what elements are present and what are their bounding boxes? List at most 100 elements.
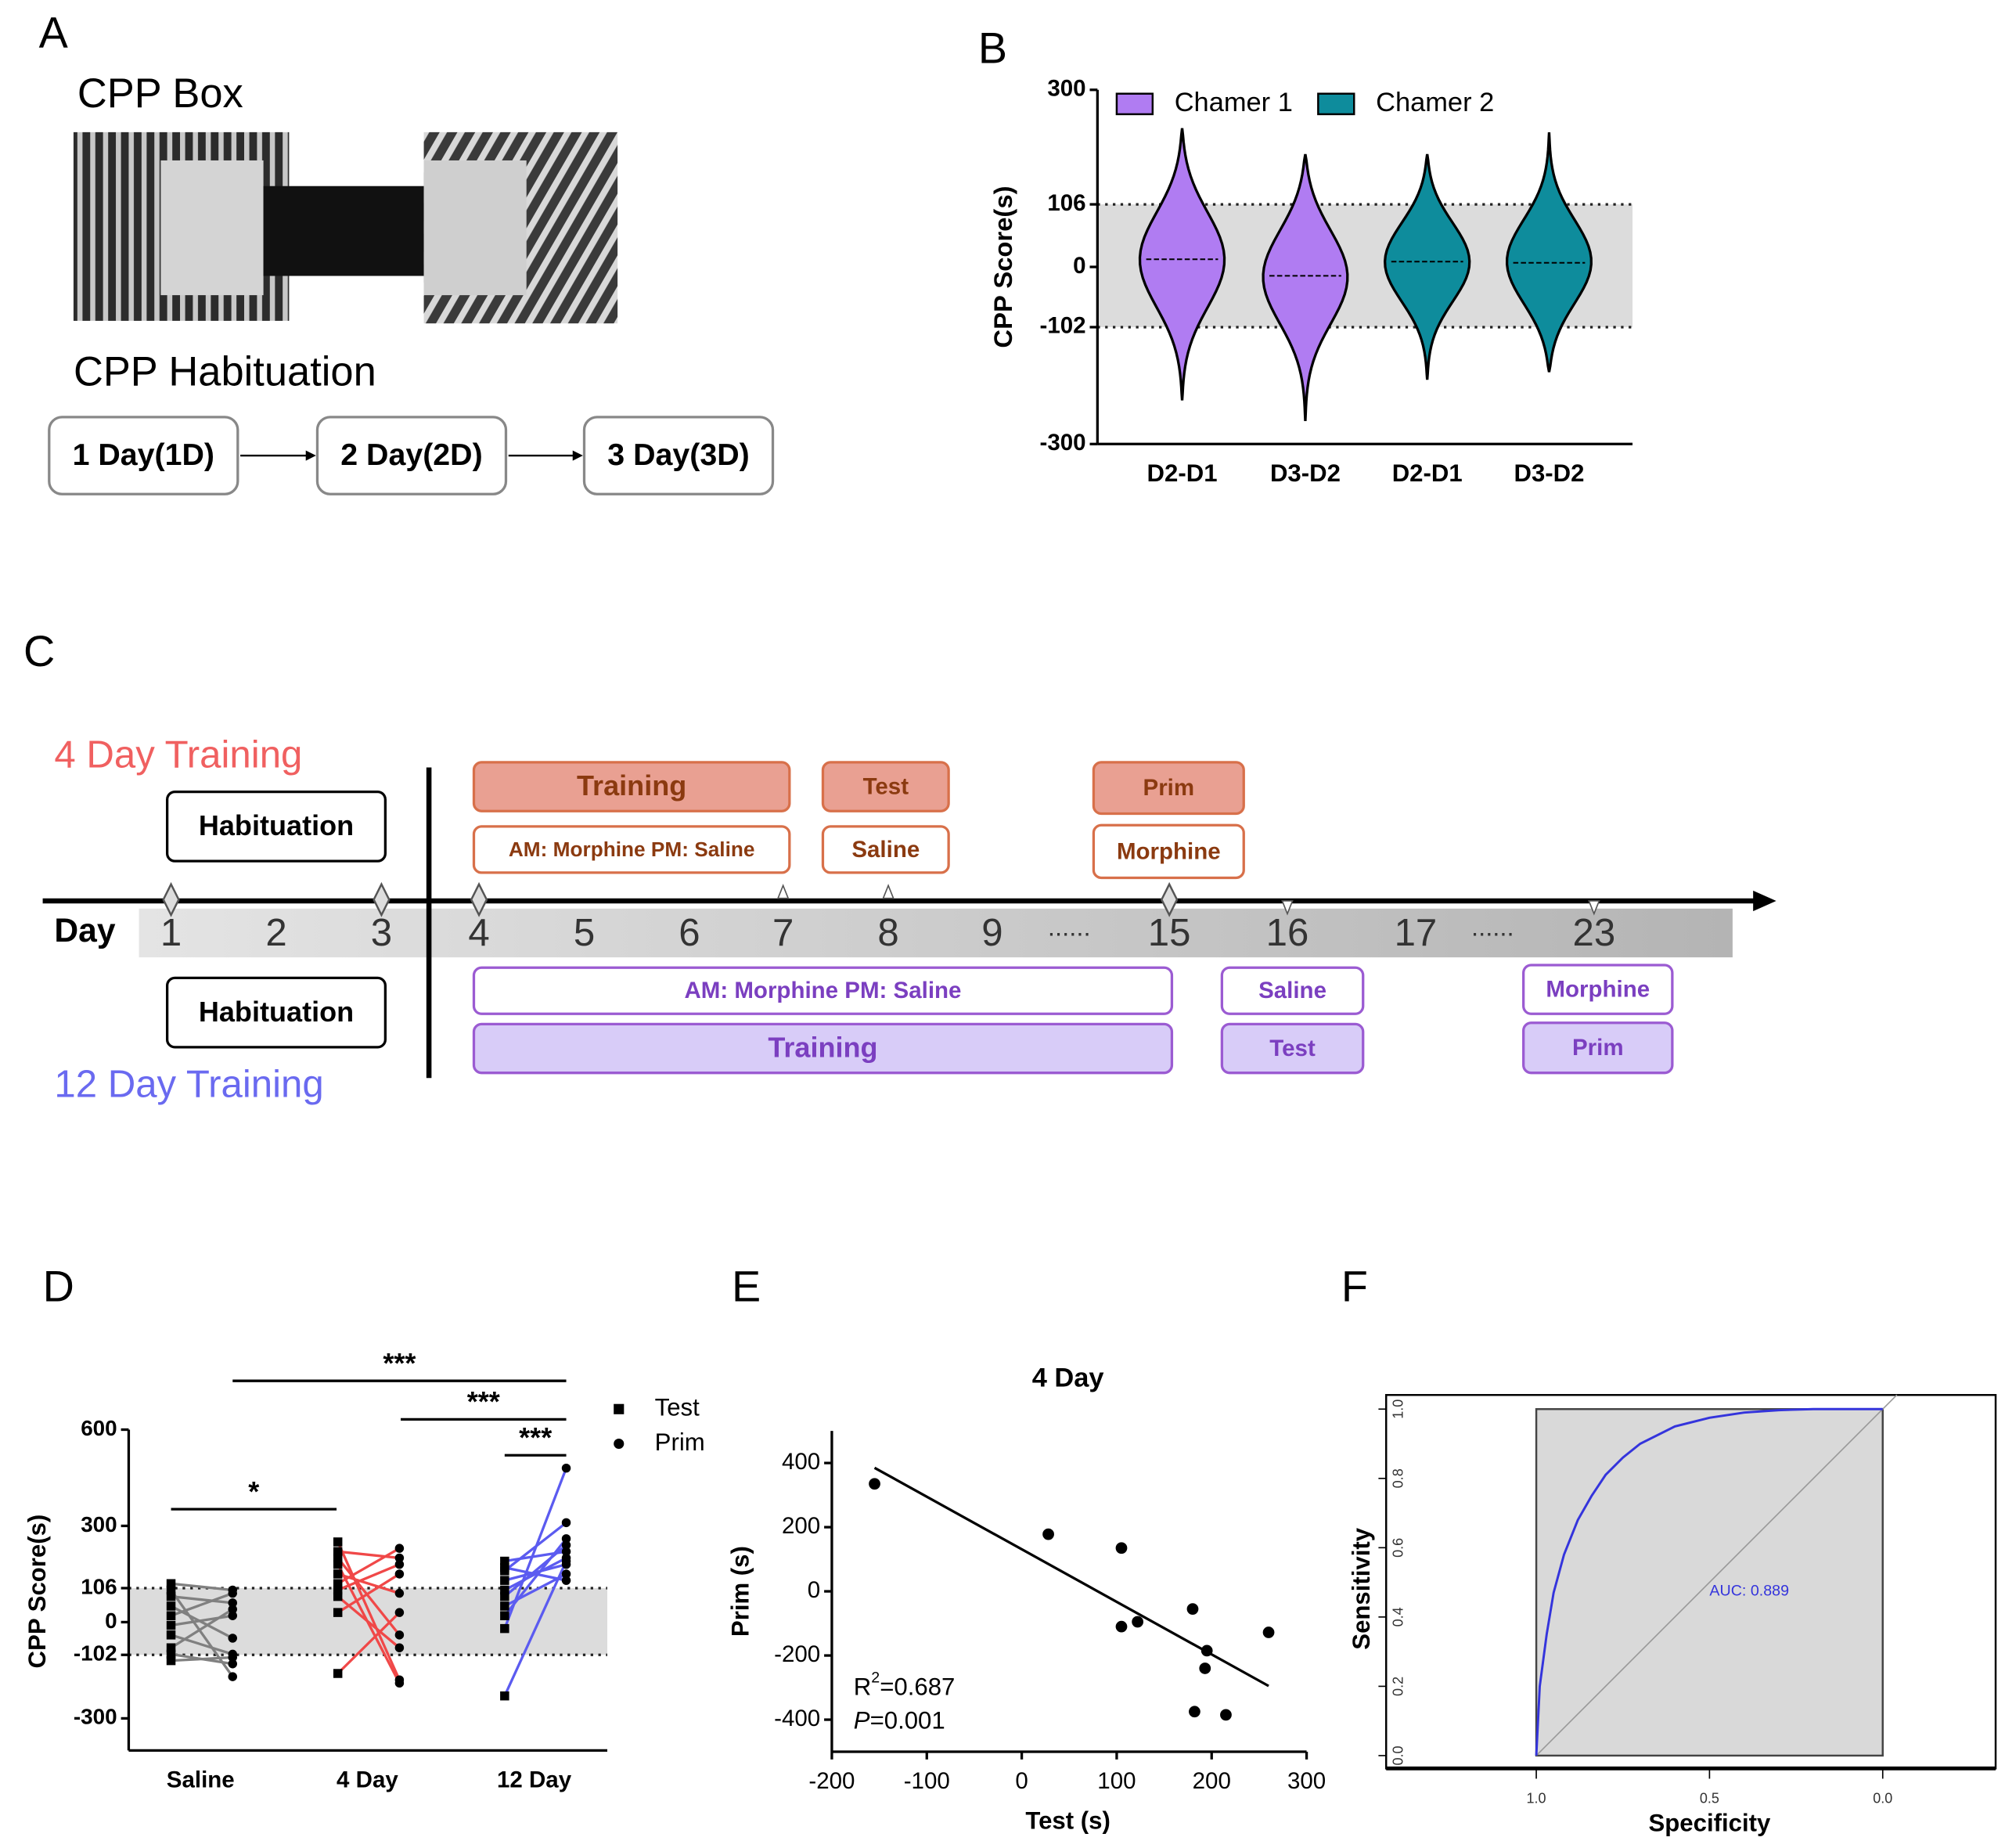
marker-triangle	[1281, 900, 1294, 916]
y-tick-label: 0.0	[1390, 1745, 1406, 1765]
y-tick-label: 0	[105, 1608, 117, 1633]
significance-label: ***	[519, 1421, 552, 1454]
point	[1262, 1626, 1275, 1638]
marker-triangle	[882, 884, 895, 899]
test-point	[333, 1669, 343, 1678]
prim-point	[228, 1598, 237, 1608]
protocol-label: Prim	[1143, 775, 1195, 801]
point	[1042, 1528, 1054, 1540]
point	[1186, 1603, 1199, 1616]
marker-triangle	[776, 884, 790, 899]
day-label: 16	[1266, 911, 1309, 954]
prim-point	[394, 1630, 405, 1640]
p-part: P	[854, 1707, 870, 1735]
violin	[1138, 128, 1226, 401]
r2-part: 2	[871, 1670, 880, 1687]
prim-point	[394, 1544, 405, 1553]
x-tick-label: 100	[1097, 1768, 1136, 1794]
protocol-box	[821, 761, 950, 812]
test-point	[166, 1591, 176, 1601]
panel-label: A	[39, 9, 69, 57]
y-tick-label: 600	[81, 1416, 117, 1440]
prim-point	[394, 1569, 405, 1579]
protocol-label: Training	[577, 769, 686, 802]
point	[1200, 1644, 1213, 1657]
y-axis-label: Sensitivity	[1348, 1527, 1375, 1649]
day-label: 3	[371, 911, 392, 954]
prim-point	[394, 1553, 405, 1563]
y-tick-label: 0	[1073, 253, 1085, 279]
marker-diamond	[1160, 881, 1179, 917]
prim-point	[561, 1547, 571, 1556]
x-tick-label: -200	[808, 1768, 855, 1794]
protocol-box	[821, 825, 950, 874]
pair-line	[171, 1614, 233, 1627]
pair-line	[503, 1544, 567, 1598]
prim-point	[228, 1652, 237, 1662]
protocol-box	[472, 1022, 1174, 1075]
day-bar	[139, 908, 1733, 958]
x-tick-label: 0	[1015, 1768, 1028, 1794]
prim-point	[228, 1588, 237, 1598]
pair-line	[337, 1563, 401, 1591]
legend-label: Test	[655, 1393, 700, 1421]
axis-label: Day	[54, 912, 115, 949]
p-annotation: P=0.001	[854, 1707, 945, 1735]
x-tick-label: 300	[1287, 1768, 1326, 1794]
protocol-box	[165, 790, 387, 863]
y-tick-label: 200	[782, 1513, 820, 1539]
y-tick-label: -102	[74, 1641, 117, 1666]
test-point	[166, 1630, 176, 1640]
y-tick-label: -300	[1040, 430, 1086, 456]
significance-label: *	[248, 1475, 259, 1508]
x-tick-label: 0.5	[1700, 1790, 1719, 1806]
test-point	[333, 1553, 343, 1563]
panel-subtitle: CPP Habituation	[74, 350, 376, 395]
test-point	[166, 1579, 176, 1588]
x-tick-label: 200	[1193, 1768, 1231, 1794]
protocol-box	[1220, 1022, 1365, 1075]
test-point	[500, 1601, 509, 1611]
test-point	[333, 1547, 343, 1556]
protocol-label: AM: Morphine PM: Saline	[509, 838, 755, 861]
point	[1199, 1662, 1211, 1674]
arrow-head	[305, 450, 316, 461]
protocol-label: Morphine	[1546, 977, 1650, 1003]
protocol-box	[165, 976, 387, 1049]
test-point	[500, 1556, 509, 1566]
y-tick-label: -400	[774, 1706, 820, 1731]
y-tick-label: 0.4	[1390, 1607, 1406, 1626]
x-tick-label: D3-D2	[1270, 459, 1341, 487]
y-tick-label: 400	[782, 1449, 820, 1475]
y-tick-label: -102	[1040, 313, 1086, 339]
point	[1115, 1620, 1128, 1633]
prim-point	[228, 1605, 237, 1614]
point	[1189, 1706, 1200, 1718]
prim-point	[561, 1463, 571, 1473]
pair-line	[503, 1468, 568, 1630]
x-tick-label: 12 Day	[497, 1767, 572, 1793]
protocol-label: Habituation	[199, 996, 354, 1028]
group-title: 4 Day Training	[54, 733, 302, 776]
violin	[1384, 153, 1471, 380]
prim-point	[561, 1576, 571, 1585]
y-tick-label: -300	[74, 1705, 117, 1729]
timeline-arrow	[1753, 890, 1776, 912]
day-label: 23	[1572, 911, 1615, 954]
test-point	[166, 1649, 176, 1659]
test-point	[166, 1655, 176, 1666]
step-box	[48, 416, 239, 495]
r2-annotation: R2=0.687	[854, 1670, 956, 1701]
test-point	[333, 1579, 343, 1588]
prim-point	[394, 1678, 405, 1688]
prim-point	[561, 1556, 571, 1566]
x-tick-label: Saline	[167, 1767, 235, 1793]
test-point	[166, 1620, 176, 1630]
protocol-label: Test	[1269, 1036, 1316, 1061]
legend-swatch	[1317, 92, 1355, 116]
marker-diamond	[373, 881, 391, 917]
pair-line	[504, 1566, 567, 1582]
step-label: 3 Day(3D)	[607, 438, 749, 472]
x-tick-label: D2-D1	[1147, 459, 1218, 487]
